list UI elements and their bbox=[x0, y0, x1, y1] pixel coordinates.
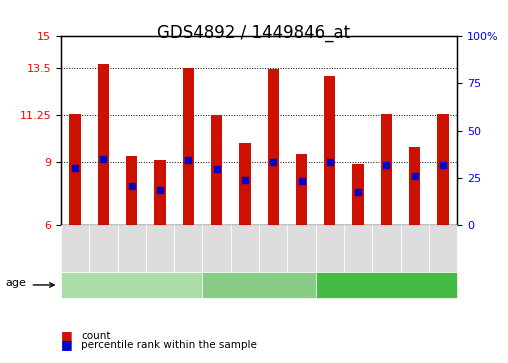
Text: aged (24 months): aged (24 months) bbox=[343, 280, 430, 290]
Text: GSM1230356: GSM1230356 bbox=[212, 223, 221, 274]
Bar bbox=[126, 156, 137, 225]
Bar bbox=[353, 164, 364, 225]
Bar bbox=[183, 68, 194, 225]
Text: GSM1230363: GSM1230363 bbox=[410, 223, 419, 274]
Text: GSM1230355: GSM1230355 bbox=[184, 223, 193, 274]
Text: ■: ■ bbox=[61, 329, 73, 342]
Text: GSM1230359: GSM1230359 bbox=[297, 223, 306, 274]
Bar bbox=[98, 64, 109, 225]
Text: count: count bbox=[81, 331, 111, 341]
Text: GSM1230353: GSM1230353 bbox=[127, 223, 136, 274]
Text: middle aged (12 months): middle aged (12 months) bbox=[197, 280, 321, 290]
Text: GSM1230351: GSM1230351 bbox=[71, 223, 80, 274]
Bar bbox=[324, 76, 335, 225]
Bar bbox=[268, 69, 279, 225]
Text: GSM1230352: GSM1230352 bbox=[99, 223, 108, 274]
Text: ■: ■ bbox=[61, 338, 73, 351]
Text: GSM1230364: GSM1230364 bbox=[438, 223, 448, 274]
Text: age: age bbox=[5, 278, 26, 288]
Bar bbox=[296, 154, 307, 225]
Bar bbox=[211, 115, 223, 225]
Text: GSM1230354: GSM1230354 bbox=[155, 223, 165, 274]
Text: GSM1230362: GSM1230362 bbox=[382, 223, 391, 274]
Bar bbox=[70, 114, 81, 225]
Bar bbox=[381, 114, 392, 225]
Text: percentile rank within the sample: percentile rank within the sample bbox=[81, 340, 257, 350]
Text: young (2 months): young (2 months) bbox=[88, 280, 175, 290]
Text: GSM1230357: GSM1230357 bbox=[240, 223, 249, 274]
Bar bbox=[154, 160, 166, 225]
Text: GSM1230358: GSM1230358 bbox=[269, 223, 278, 274]
Text: GDS4892 / 1449846_at: GDS4892 / 1449846_at bbox=[157, 24, 351, 42]
Text: GSM1230360: GSM1230360 bbox=[325, 223, 334, 274]
Bar bbox=[409, 147, 421, 225]
Bar bbox=[437, 114, 449, 225]
Bar bbox=[239, 143, 250, 225]
Text: GSM1230361: GSM1230361 bbox=[354, 223, 363, 274]
